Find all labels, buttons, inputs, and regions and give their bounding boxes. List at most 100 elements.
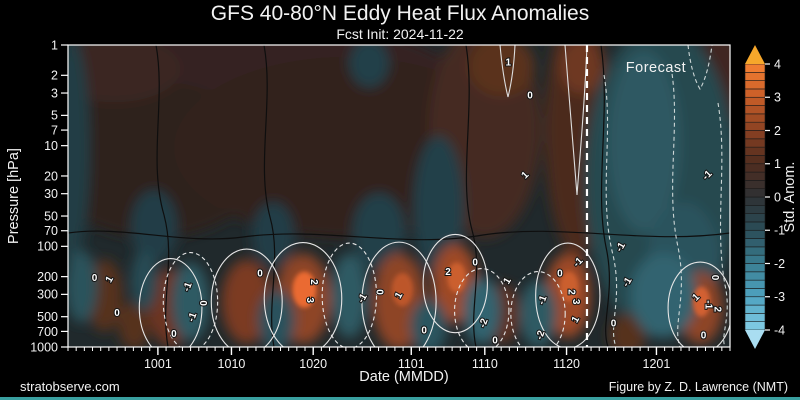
contour-label: 0 <box>492 336 498 347</box>
y-tick-label: 1 <box>51 38 58 52</box>
colorbar-cell <box>744 205 766 214</box>
colorbar-cell <box>744 229 766 239</box>
colorbar-cell <box>744 113 766 123</box>
colorbar-cell <box>744 221 766 231</box>
contour-label: 0 <box>611 318 617 329</box>
negative-contour-line <box>603 74 618 347</box>
forecast-label: Forecast <box>625 60 687 76</box>
colorbar-cell <box>744 246 766 256</box>
x-tick-label: 1120 <box>553 357 580 371</box>
anomaly-blob <box>118 301 151 347</box>
colorbar-cell <box>744 238 766 248</box>
x-axis-ticks: 1001 1010 1020 1101 1110 1120 1201 <box>67 347 731 371</box>
x-tick-label: 1201 <box>643 357 671 371</box>
x-tick-label: 1101 <box>398 357 425 371</box>
y-tick-label: 1000 <box>30 340 58 354</box>
colorbar-cell <box>744 105 766 115</box>
colorbar-cell <box>744 288 766 298</box>
x-axis-label: Date (MMDD) <box>359 369 449 385</box>
anomaly-blob <box>68 45 90 266</box>
x-tick-label: 1001 <box>144 357 172 371</box>
colorbar-cell <box>744 130 766 140</box>
contour-label: 0 <box>701 330 707 341</box>
anomaly-core <box>692 286 711 317</box>
colorbar-cell <box>744 121 766 131</box>
contour-label: 2 <box>445 267 451 278</box>
contour-label: 0 <box>421 326 427 337</box>
anomaly-blob <box>607 51 681 233</box>
anomaly-core <box>391 273 413 307</box>
y-tick-label: 100 <box>37 240 58 254</box>
anomaly-core <box>559 271 579 302</box>
zero-contour-line <box>68 230 730 241</box>
zero-contour-line <box>465 45 478 347</box>
contour-label: 0 <box>373 289 384 295</box>
chart-title: GFS 40-80°N Eddy Heat Flux Anomalies <box>210 2 590 25</box>
colorbar-tick-label: -3 <box>774 290 785 304</box>
anomaly-field <box>68 45 730 347</box>
colorbar-cell <box>744 171 766 181</box>
colorbar-cell <box>744 188 766 198</box>
colorbar-tick-label: 1 <box>774 157 781 171</box>
y-tick-label: 5 <box>51 109 58 123</box>
colorbar-cell <box>744 63 766 73</box>
colorbar-cell <box>744 304 766 314</box>
contour-label: 0 <box>557 269 563 280</box>
contour-label: 1 <box>505 57 511 68</box>
y-tick-label: 700 <box>37 325 58 339</box>
y-axis-label: Pressure [hPa] <box>6 148 22 244</box>
y-tick-label: 500 <box>37 310 58 324</box>
colorbar-cell <box>744 138 766 148</box>
positive-contour-line <box>361 241 437 347</box>
anomaly-blob <box>630 253 697 338</box>
anomaly-blob <box>68 45 181 103</box>
y-tick-label: 50 <box>44 209 58 223</box>
positive-contour-line <box>499 45 516 98</box>
anomaly-blob <box>171 262 210 341</box>
anomaly-core <box>292 271 317 308</box>
colorbar-cell <box>744 296 766 306</box>
x-tick-label: 1020 <box>299 357 327 371</box>
anomaly-blob <box>410 298 448 347</box>
zero-contour-line <box>600 45 610 347</box>
contour-label: 2 <box>712 306 723 312</box>
contour-label: 0 <box>171 329 177 340</box>
colorbar-cell <box>744 88 766 98</box>
positive-contour-line <box>422 233 488 334</box>
negative-contour-line <box>162 252 219 347</box>
colorbar-tick-label: -4 <box>774 323 785 337</box>
colorbar-cell <box>744 146 766 156</box>
y-tick-label: 20 <box>44 169 58 183</box>
colorbar-cell <box>744 213 766 223</box>
colorbar-cell <box>744 263 766 273</box>
colorbar-tick-label: -1 <box>774 224 785 238</box>
x-tick-label: 1010 <box>218 357 246 371</box>
colorbar-cell <box>744 155 766 165</box>
colorbar-cell <box>744 196 766 206</box>
anomaly-blob <box>608 313 646 347</box>
colorbar-under-arrow <box>745 330 765 349</box>
credit-text: Figure by Z. D. Lawrence (NMT) <box>608 380 788 394</box>
contour-label: 0 <box>709 275 720 281</box>
contour-label: 0 <box>197 300 208 306</box>
anomaly-blob <box>559 45 603 94</box>
x-tick-label: 1110 <box>472 357 498 371</box>
zero-contour-line <box>155 45 170 347</box>
contour-label: -1 <box>702 300 713 309</box>
colorbar-cell <box>744 279 766 289</box>
colorbar-cell <box>744 180 766 189</box>
contour-label: 0 <box>472 257 478 268</box>
positive-contour-line <box>263 242 343 347</box>
intense-anomaly-cores <box>292 262 711 317</box>
colorbar-cell <box>744 163 766 173</box>
colorbar-tick-label: 2 <box>774 124 781 138</box>
anomaly-blob <box>68 250 98 323</box>
anomaly-blob <box>468 45 535 97</box>
contour-label: 0 <box>257 269 263 280</box>
anomaly-blob <box>257 289 296 347</box>
anomaly-blob <box>352 192 406 272</box>
colorbar-cell <box>744 313 766 322</box>
negative-contour-line <box>321 242 378 347</box>
